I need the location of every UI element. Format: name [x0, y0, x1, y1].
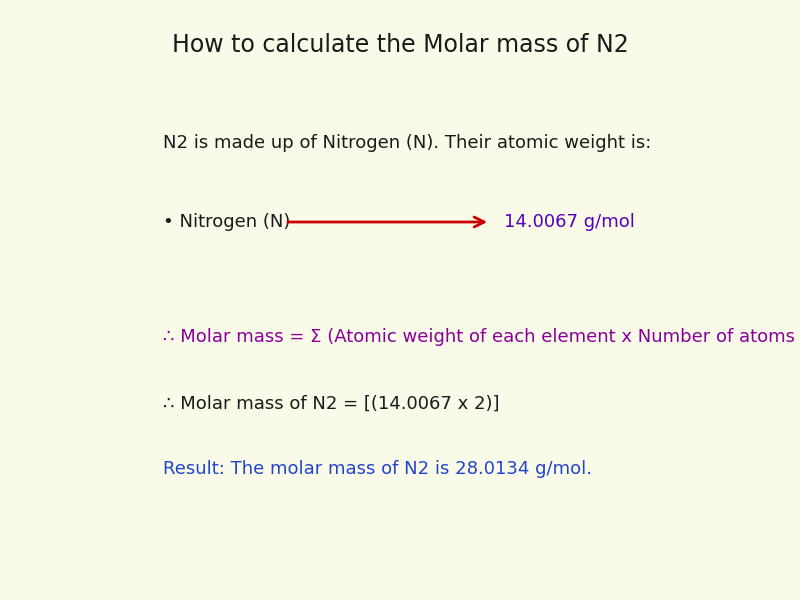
Text: How to calculate the Molar mass of N2: How to calculate the Molar mass of N2 [172, 33, 628, 57]
Text: ∴ Molar mass = Σ (Atomic weight of each element x Number of atoms: ∴ Molar mass = Σ (Atomic weight of each … [163, 328, 795, 346]
Text: Result: The molar mass of N2 is 28.0134 g/mol.: Result: The molar mass of N2 is 28.0134 … [163, 460, 592, 478]
Text: • Nitrogen (N): • Nitrogen (N) [163, 213, 290, 231]
Text: N2 is made up of Nitrogen (N). Their atomic weight is:: N2 is made up of Nitrogen (N). Their ato… [163, 134, 651, 152]
Text: 14.0067 g/mol: 14.0067 g/mol [504, 213, 635, 231]
Text: ∴ Molar mass of N2 = [(14.0067 x 2)]: ∴ Molar mass of N2 = [(14.0067 x 2)] [163, 395, 499, 413]
